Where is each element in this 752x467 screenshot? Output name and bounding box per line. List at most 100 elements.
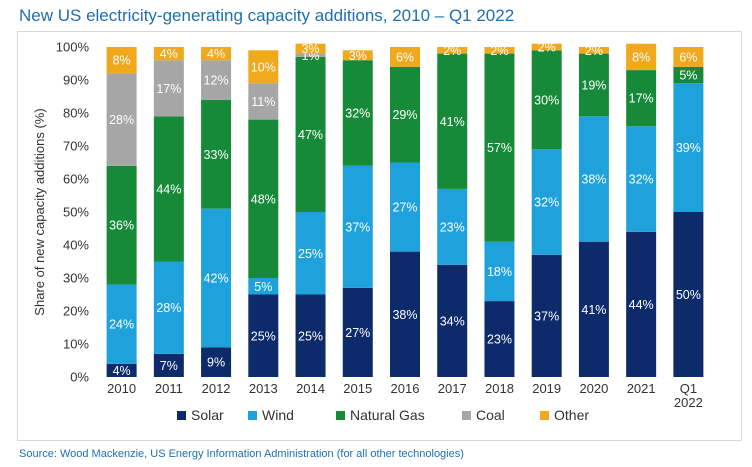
bar-segment-solar	[437, 264, 468, 377]
bar-segment-natural-gas	[437, 53, 468, 189]
data-label: 23%	[440, 220, 465, 234]
data-label: 27%	[345, 326, 370, 340]
bar-segment-other	[626, 43, 657, 71]
data-label: 29%	[392, 108, 417, 122]
data-label: 33%	[204, 148, 229, 162]
data-label: 25%	[298, 329, 323, 343]
legend-swatch-solar	[177, 411, 186, 420]
x-tick-label: 2020	[579, 381, 608, 396]
data-label: 19%	[581, 78, 606, 92]
bar-segment-wind	[390, 162, 420, 252]
data-label: 42%	[204, 272, 229, 286]
data-label: 4%	[113, 364, 131, 378]
bar-segment-natural-gas	[484, 53, 515, 242]
data-label: 39%	[676, 141, 701, 155]
data-label: 2%	[538, 41, 556, 55]
bar-segment-coal	[248, 83, 279, 120]
bar-segment-coal	[153, 60, 184, 117]
data-label: 3%	[301, 42, 319, 56]
data-label: 32%	[629, 173, 654, 187]
x-tick-label: 2011	[155, 381, 183, 396]
legend-label: Coal	[476, 407, 505, 423]
x-tick-label: Q1	[680, 381, 697, 396]
data-label: 28%	[109, 113, 134, 127]
data-label: 10%	[251, 60, 276, 74]
bar-segment-other	[484, 47, 515, 54]
data-label: 41%	[440, 115, 465, 129]
x-tick-label: 2021	[627, 381, 656, 396]
bar-segment-wind	[342, 165, 373, 288]
x-tick-label: 2018	[485, 381, 514, 396]
bar-segment-solar	[390, 251, 420, 377]
data-label: 2%	[490, 44, 508, 58]
bar-segment-solar	[106, 363, 137, 377]
data-label: 41%	[581, 303, 606, 317]
bar-segment-wind	[106, 284, 137, 364]
data-label: 11%	[251, 95, 275, 109]
bar-segment-natural-gas	[626, 70, 657, 127]
data-label: 30%	[534, 93, 559, 107]
data-label: 27%	[392, 201, 417, 215]
y-tick-label: 70%	[63, 139, 89, 154]
y-tick-label: 10%	[63, 337, 89, 352]
data-label: 25%	[298, 247, 323, 261]
data-label: 50%	[676, 288, 701, 302]
bar-segment-other	[342, 50, 373, 61]
bar-segment-natural-gas	[153, 116, 184, 262]
bar-segment-wind	[295, 212, 326, 295]
data-label: 8%	[632, 50, 650, 64]
y-tick-label: 40%	[63, 238, 89, 253]
x-tick-label: 2016	[391, 381, 420, 396]
bar-segment-solar	[673, 212, 704, 377]
x-tick-label: 2019	[532, 381, 561, 396]
bar-segment-other	[437, 47, 468, 54]
data-label: 38%	[392, 308, 417, 322]
data-label: 37%	[345, 220, 370, 234]
y-tick-label: 0%	[70, 370, 89, 385]
data-label: 36%	[109, 219, 134, 233]
bar-segment-other	[390, 47, 420, 67]
y-tick-label: 60%	[63, 172, 89, 187]
bar-segment-coal	[295, 53, 326, 57]
data-label: 34%	[440, 314, 465, 328]
data-label: 7%	[160, 359, 178, 373]
data-label: 57%	[487, 141, 512, 155]
data-label: 18%	[487, 265, 512, 279]
bar-segment-natural-gas	[390, 66, 420, 163]
x-tick-label: 2013	[249, 381, 278, 396]
data-label: 2%	[585, 44, 603, 58]
data-label: 2%	[443, 44, 461, 58]
data-label: 4%	[160, 47, 178, 61]
bar-segment-other	[248, 50, 279, 84]
data-label: 37%	[534, 309, 559, 323]
bar-segment-natural-gas	[248, 119, 279, 278]
data-label: 28%	[156, 301, 181, 315]
data-label: 48%	[251, 192, 276, 206]
bar-segment-wind	[201, 208, 232, 348]
bar-segment-coal	[106, 73, 137, 166]
bar-segment-wind	[531, 149, 562, 255]
bar-segment-solar	[153, 353, 184, 377]
bar-segment-natural-gas	[201, 99, 232, 209]
legend-label: Wind	[262, 407, 294, 423]
bar-segment-other	[106, 47, 137, 74]
x-tick-label: 2022	[674, 395, 703, 410]
legend-swatch-other	[540, 411, 549, 420]
y-tick-label: 50%	[63, 205, 89, 220]
bar-segment-other	[153, 47, 184, 61]
data-label: 32%	[345, 107, 370, 121]
bar-segment-other	[578, 47, 609, 54]
bar-segment-other	[201, 47, 232, 61]
bar-segment-solar	[484, 301, 515, 377]
y-tick-label: 20%	[63, 304, 89, 319]
data-label: 47%	[298, 128, 323, 142]
x-tick-label: 2014	[296, 381, 325, 396]
legend-swatch-natural-gas	[336, 411, 345, 420]
bar-segment-natural-gas	[673, 66, 704, 84]
bar-segment-wind	[484, 241, 515, 302]
data-label: 4%	[207, 47, 225, 61]
bar-segment-natural-gas	[531, 50, 562, 150]
bar-segment-natural-gas	[295, 56, 326, 213]
data-label: 8%	[113, 54, 131, 68]
bar-segment-other	[295, 43, 326, 54]
